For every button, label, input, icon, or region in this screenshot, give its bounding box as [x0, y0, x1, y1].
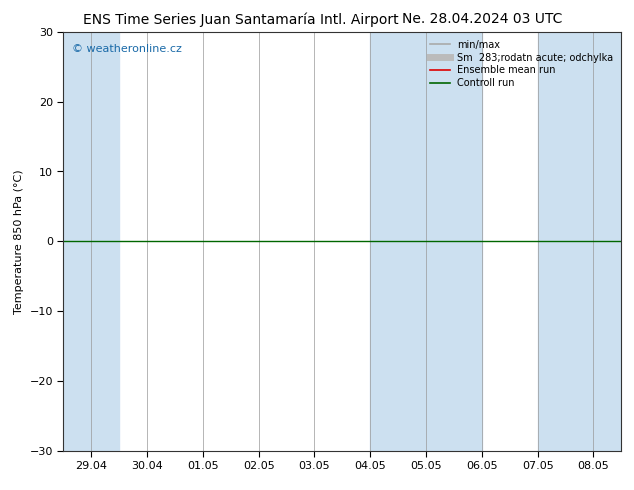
Text: Ne. 28.04.2024 03 UTC: Ne. 28.04.2024 03 UTC	[402, 12, 562, 26]
Y-axis label: Temperature 850 hPa (°C): Temperature 850 hPa (°C)	[14, 169, 24, 314]
Legend: min/max, Sm  283;rodatn acute; odchylka, Ensemble mean run, Controll run: min/max, Sm 283;rodatn acute; odchylka, …	[426, 36, 618, 92]
Bar	[370, 32, 482, 451]
Bar	[63, 32, 119, 451]
Bar	[538, 32, 621, 451]
Text: ENS Time Series Juan Santamaría Intl. Airport: ENS Time Series Juan Santamaría Intl. Ai…	[83, 12, 399, 27]
Text: © weatheronline.cz: © weatheronline.cz	[72, 45, 182, 54]
